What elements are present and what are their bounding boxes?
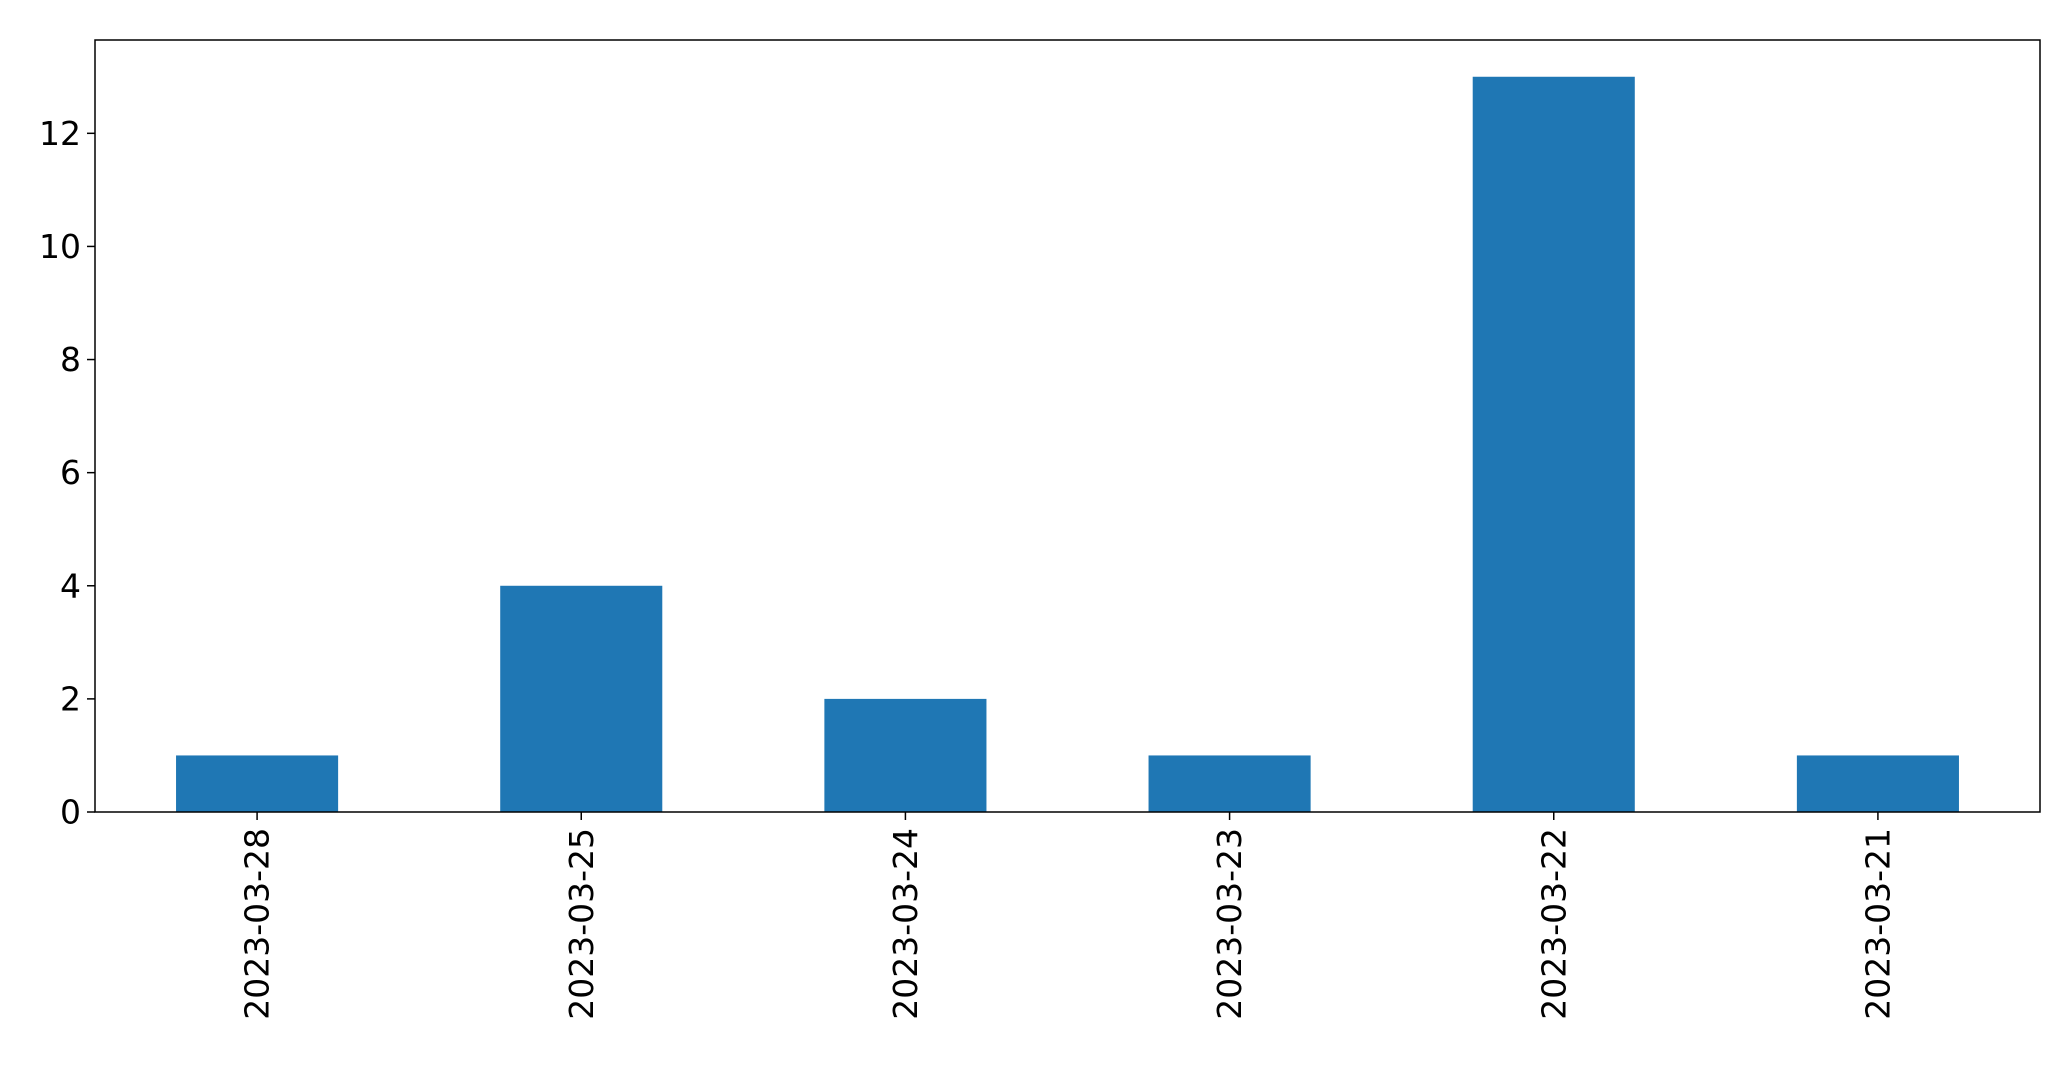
bar-2023-03-21	[1796, 755, 1959, 812]
bar-2023-03-28	[176, 755, 339, 812]
x-tick-label: 2023-03-28	[238, 828, 277, 1020]
x-tick-label: 2023-03-25	[562, 828, 601, 1020]
y-tick-label: 12	[39, 114, 81, 153]
bars-layer	[176, 76, 1959, 812]
bar-2023-03-24	[824, 698, 987, 812]
y-tick-label: 10	[39, 227, 81, 266]
x-tick-label: 2023-03-21	[1858, 828, 1897, 1020]
y-tick-label: 8	[60, 340, 81, 379]
y-tick-label: 0	[60, 793, 81, 832]
y-axis: 0 2 4 6 8 10 12	[39, 114, 95, 832]
y-tick-label: 2	[60, 679, 81, 718]
y-tick-label: 4	[60, 566, 81, 605]
bar-2023-03-25	[500, 585, 663, 812]
x-axis: 2023-03-28 2023-03-25 2023-03-24 2023-03-23…	[238, 812, 1897, 1020]
bar-2023-03-23	[1148, 755, 1311, 812]
x-tick-label: 2023-03-23	[1210, 828, 1249, 1020]
bar-2023-03-22	[1472, 76, 1635, 812]
y-tick-label: 6	[60, 453, 81, 492]
x-tick-label: 2023-03-22	[1534, 828, 1573, 1020]
plot-frame	[94, 39, 2041, 813]
x-tick-label: 2023-03-24	[886, 828, 925, 1020]
